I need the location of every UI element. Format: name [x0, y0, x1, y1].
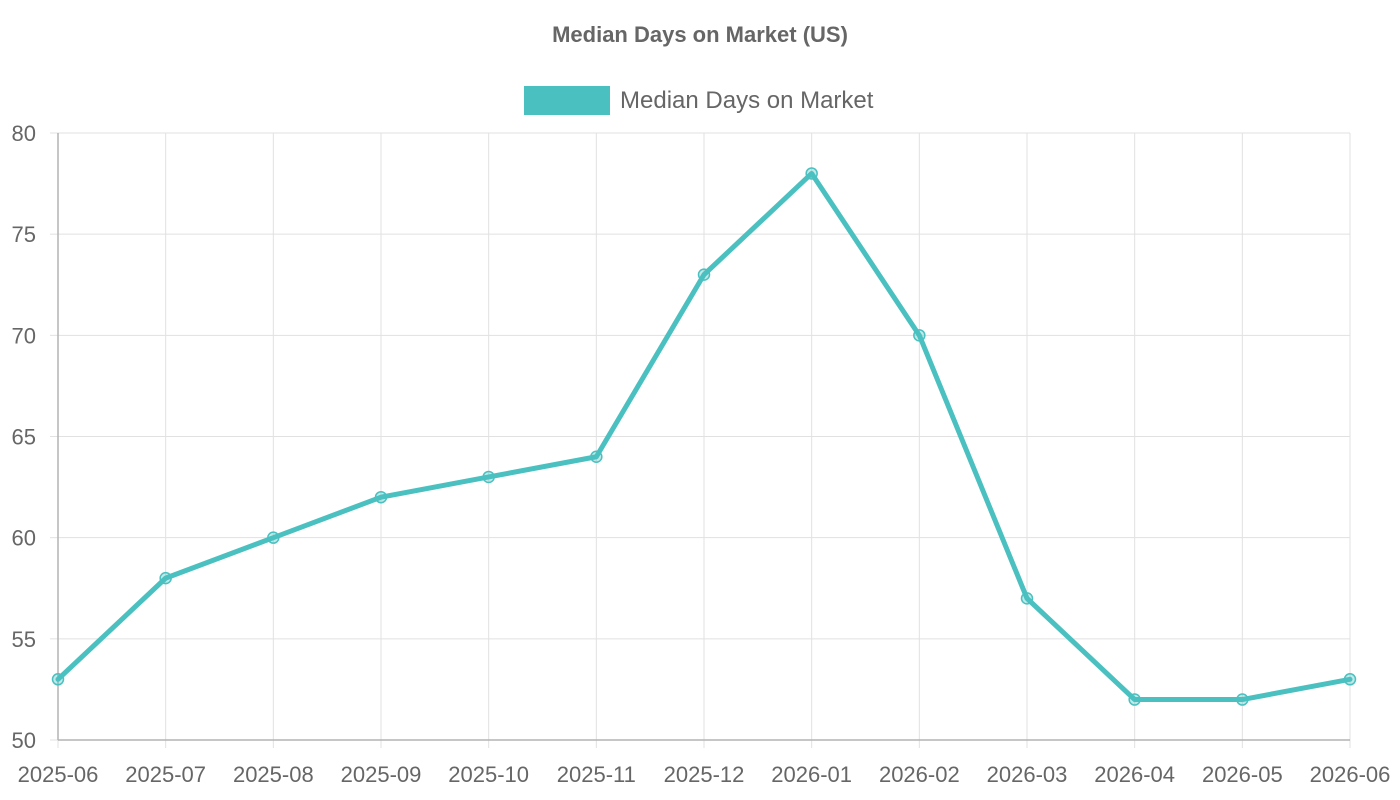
y-tick-label: 55	[12, 627, 36, 652]
data-point[interactable]	[697, 268, 711, 281]
x-tick-label: 2026-01	[771, 762, 852, 787]
y-tick-label: 65	[12, 425, 36, 450]
x-tick-label: 2025-08	[233, 762, 314, 787]
data-point[interactable]	[1020, 592, 1034, 605]
y-tick-label: 80	[12, 121, 36, 146]
data-point[interactable]	[1343, 673, 1357, 686]
data-point[interactable]	[267, 531, 280, 544]
y-tick-label: 50	[12, 728, 36, 753]
series-line	[55, 170, 1353, 703]
data-point[interactable]	[590, 450, 603, 463]
x-tick-label: 2026-03	[987, 762, 1068, 787]
grid	[50, 132, 1351, 748]
y-axis-ticks: 50 55 60 65 70 75 80	[12, 121, 36, 753]
x-tick-label: 2025-09	[341, 762, 422, 787]
x-tick-label: 2026-04	[1094, 762, 1175, 787]
data-point[interactable]	[51, 673, 65, 686]
x-tick-label: 2025-10	[448, 762, 529, 787]
x-axis-ticks: 2025-06 2025-07 2025-08 2025-09 2025-10 2025-…	[18, 762, 1391, 787]
legend-swatch	[524, 86, 610, 115]
data-point[interactable]	[1128, 693, 1141, 706]
x-tick-label: 2026-06	[1310, 762, 1391, 787]
series	[51, 167, 1357, 706]
y-tick-label: 75	[12, 222, 36, 247]
data-point[interactable]	[374, 490, 388, 504]
data-point[interactable]	[1236, 693, 1249, 706]
x-tick-label: 2025-07	[125, 762, 206, 787]
y-tick-label: 70	[12, 323, 36, 348]
data-point[interactable]	[805, 167, 818, 180]
x-tick-label: 2026-05	[1202, 762, 1283, 787]
data-point[interactable]	[482, 470, 495, 484]
legend[interactable]: Median Days on Market	[524, 86, 874, 115]
data-point[interactable]	[159, 571, 172, 585]
x-tick-label: 2025-11	[557, 762, 636, 787]
y-tick-label: 60	[12, 526, 36, 551]
x-tick-label: 2025-06	[18, 762, 99, 787]
data-point[interactable]	[913, 329, 926, 342]
chart-title: Median Days on Market (US)	[552, 22, 848, 47]
legend-label: Median Days on Market	[620, 87, 874, 114]
x-tick-label: 2025-12	[664, 762, 745, 787]
x-tick-label: 2026-02	[879, 762, 960, 787]
axes	[57, 133, 1350, 741]
